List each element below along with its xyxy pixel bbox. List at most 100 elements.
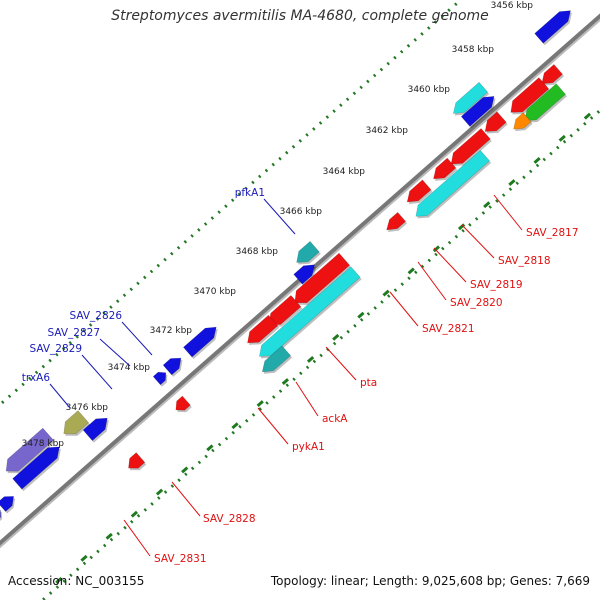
scale-dash	[457, 223, 466, 231]
scale-dash	[281, 378, 290, 385]
gene-pfkA1-box	[296, 240, 320, 263]
scale-dash	[533, 156, 541, 164]
gene-blue-arrow	[82, 417, 108, 441]
gene-label-ackA: ackA	[322, 413, 348, 425]
label-leader-line	[49, 383, 71, 409]
label-leader-line	[81, 354, 113, 390]
gene-red-arrow	[128, 452, 146, 469]
gene-red-arrow	[450, 128, 491, 165]
scale-dash	[332, 333, 340, 341]
label-leader-line	[171, 481, 201, 517]
scale-dash	[130, 510, 138, 518]
gene-blue-arrow	[0, 509, 1, 519]
label-leader-line	[325, 346, 357, 381]
scale-dash	[432, 245, 441, 253]
gene-red-arrow	[541, 64, 563, 85]
gene-label-SAV_2829: SAV_2829	[29, 343, 82, 355]
scale-dash	[483, 201, 491, 209]
tick-label: 3474 kbp	[108, 363, 151, 373]
gene-blue-arrow	[534, 10, 571, 44]
label-leader-line	[99, 338, 131, 367]
gene-blue-arrow	[460, 96, 495, 127]
accession-text: Accession: NC_003155	[8, 574, 145, 588]
gene-label-SAV_2818: SAV_2818	[498, 255, 551, 267]
gene-trxA6-box	[63, 410, 90, 435]
scale-dash	[181, 466, 189, 474]
gene-cyan-box	[415, 149, 491, 217]
tick-label: 3472 kbp	[150, 326, 193, 336]
gene-blue-arrow	[152, 371, 167, 386]
genome-title: Streptomyces avermitilis MA-4680, comple…	[111, 8, 489, 24]
gene-green-box	[524, 83, 566, 121]
label-leader-line	[433, 247, 467, 283]
gene-red-arrow	[510, 77, 550, 113]
gene-label-SAV_2821: SAV_2821	[422, 323, 475, 335]
scale-dash	[306, 355, 315, 363]
label-leader-line	[461, 224, 495, 259]
gene-blue-arrow	[0, 496, 14, 512]
scale-dash	[55, 577, 63, 584]
scale-dash	[558, 134, 566, 142]
label-leader-line	[417, 261, 447, 301]
tick-label: 3476 kbp	[66, 403, 109, 413]
gene-label-SAV_2820: SAV_2820	[450, 297, 503, 309]
scale-dash	[256, 400, 264, 408]
gene-label-pfkA1: pfkA1	[235, 187, 265, 199]
scale-dash	[583, 112, 592, 120]
tick-label: 3468 kbp	[236, 247, 279, 257]
label-leader-line	[257, 407, 289, 445]
tick-label: 3460 kbp	[408, 85, 451, 95]
gene-label-SAV_2819: SAV_2819	[470, 279, 523, 291]
tick-label: 3462 kbp	[366, 126, 409, 136]
tick-label: 3458 kbp	[452, 45, 495, 55]
scale-dash	[80, 554, 88, 562]
label-leader-line	[123, 519, 151, 557]
label-leader-line	[389, 291, 419, 327]
gene-label-SAV_2827: SAV_2827	[47, 327, 100, 339]
gene-orange-box	[513, 112, 532, 130]
gene-blue-arrow	[183, 326, 217, 358]
scale-dash	[357, 311, 365, 319]
tick-label: 3478 kbp	[22, 439, 65, 449]
tick-label: 3470 kbp	[194, 287, 237, 297]
gene-cyan-box	[452, 81, 489, 114]
scale-dash	[231, 422, 239, 430]
scale-dash	[407, 267, 415, 275]
gene-label-pykA1: pykA1	[292, 441, 325, 453]
gene-red-arrow	[406, 179, 432, 203]
scale-dash	[105, 532, 113, 540]
label-leader-line	[263, 198, 296, 235]
scale-dash	[382, 289, 390, 297]
label-leader-line	[121, 321, 153, 356]
gene-lavender-box	[5, 427, 54, 472]
tick-label: 3456 kbp	[491, 1, 534, 11]
gene-ackA-box	[259, 266, 361, 357]
label-leader-line	[295, 381, 319, 417]
gene-blue-arrow	[293, 264, 315, 285]
genome-summary-text: Topology: linear; Length: 9,025,608 bp; …	[270, 574, 590, 588]
tick-label: 3466 kbp	[280, 207, 323, 217]
tick-label: 3464 kbp	[323, 167, 366, 177]
gene-label-trxA6: trxA6	[22, 372, 51, 384]
gene-label-SAV_2831: SAV_2831	[154, 553, 207, 565]
gene-pykA1-box	[261, 345, 292, 373]
gene-red-arrow	[247, 314, 279, 344]
scale-dash	[206, 444, 214, 452]
gene-label-SAV_2826: SAV_2826	[69, 310, 122, 322]
gene-pta-arrow	[294, 252, 351, 304]
gene-red-arrow	[175, 395, 191, 411]
bottom-dotted-track	[40, 108, 600, 600]
gene-red-arrow	[386, 211, 407, 231]
top-dotted-track	[0, 0, 463, 407]
gene-label-SAV_2817: SAV_2817	[526, 227, 579, 239]
gene-red-arrow	[484, 111, 507, 132]
gene-red-arrow	[433, 157, 457, 180]
label-leader-line	[493, 194, 523, 231]
gene-label-pta: pta	[360, 377, 377, 389]
gene-label-SAV_2828: SAV_2828	[203, 513, 256, 525]
gene-blue-arrow	[12, 446, 60, 490]
gene-blue-arrow	[162, 357, 182, 376]
scale-dash	[508, 179, 516, 186]
scale-dash	[155, 488, 164, 496]
